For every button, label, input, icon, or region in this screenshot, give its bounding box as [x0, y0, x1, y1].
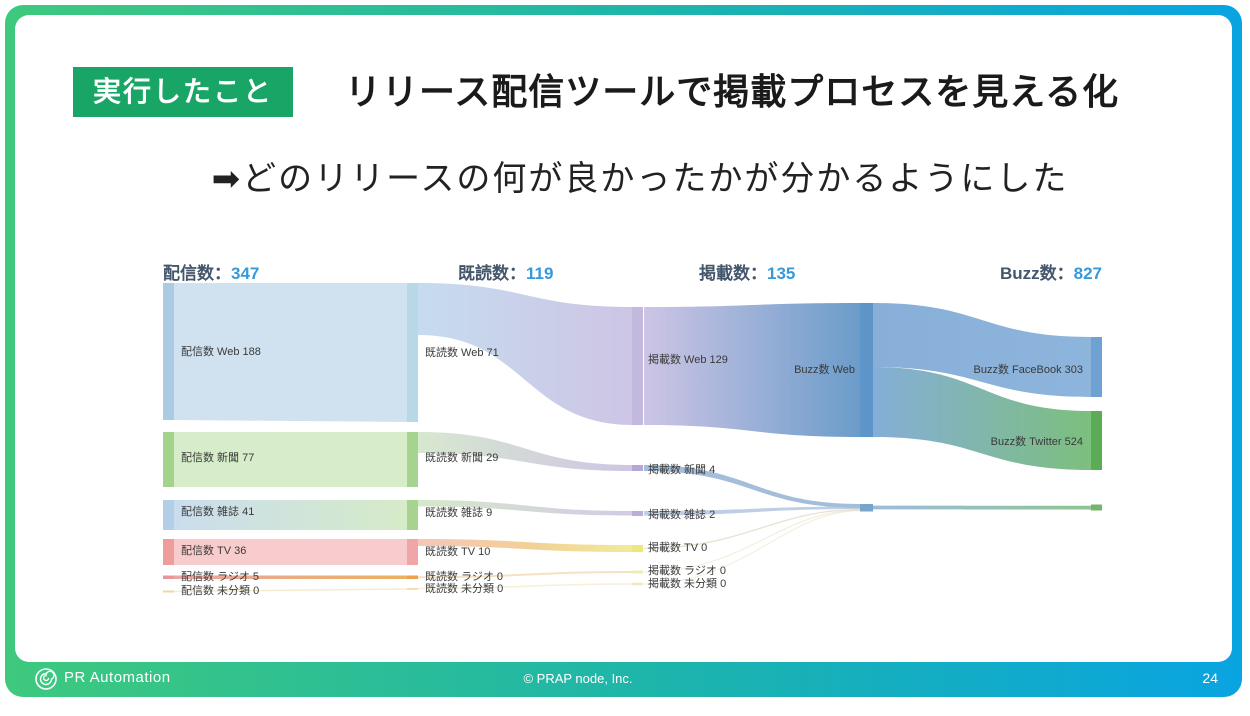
node-keisai-zasshi	[632, 511, 643, 516]
node-label-keisai-web: 掲載数 Web 129	[648, 354, 728, 366]
pr-automation-logo-icon	[35, 668, 57, 690]
node-label-haishin-zasshi: 配信数 雑誌 41	[181, 506, 255, 518]
flow-kidoku-web-to-keisai-web	[418, 283, 633, 425]
node-kidoku-misc	[407, 588, 418, 590]
flow-buzz-web-to-facebook	[873, 303, 1091, 397]
node-label-kidoku-web: 既読数 Web 71	[425, 347, 499, 359]
node-label-keisai-misc: 掲載数 未分類 0	[648, 578, 727, 590]
node-label-keisai-radio: 掲載数 ラジオ 0	[648, 565, 727, 577]
node-label-buzz-twitter: Buzz数 Twitter 524	[990, 436, 1083, 448]
flow-haishin-web-to-kidoku-web	[174, 283, 407, 422]
node-label-kidoku-radio: 既読数 ラジオ 0	[425, 571, 504, 583]
node-haishin-zasshi	[163, 500, 174, 530]
node-haishin-tv	[163, 539, 174, 565]
column-header-keisai: 掲載数：135	[699, 259, 795, 284]
node-label-buzz-web: Buzz数 Web	[794, 364, 855, 376]
node-label-buzz-facebook: Buzz数 FaceBook 303	[973, 364, 1083, 376]
node-keisai-radio	[632, 570, 643, 574]
flow-kidoku-shinbun-to-keisai-shinbun	[418, 432, 633, 471]
node-keisai-shinbun	[632, 465, 643, 471]
node-buzz-facebook	[1091, 337, 1102, 397]
node-keisai-web	[632, 307, 643, 425]
node-kidoku-radio	[407, 575, 418, 579]
flow-kidoku-tv-to-keisai-tv	[418, 539, 633, 552]
column-separator: ：	[750, 264, 767, 283]
column-header-buzz: Buzz数：827	[902, 259, 1102, 284]
node-kidoku-zasshi	[407, 500, 418, 530]
node-kidoku-shinbun	[407, 432, 418, 487]
flow-keisai-tv-to-buzz-other	[643, 508, 861, 550]
node-label-kidoku-misc: 既読数 未分類 0	[425, 583, 504, 595]
node-label-kidoku-shinbun: 既読数 新聞 29	[425, 452, 499, 464]
column-title: 既読数	[458, 264, 509, 283]
node-label-kidoku-zasshi: 既読数 雑誌 9	[425, 507, 493, 519]
flow-keisai-zasshi-to-buzz-other	[644, 506, 860, 516]
node-label-haishin-tv: 配信数 TV 36	[181, 545, 247, 557]
subtitle: ➡どのリリースの何が良かったかが分かるようにした	[211, 160, 1069, 198]
node-label-haishin-radio: 配信数 ラジオ 5	[181, 571, 260, 583]
node-buzz-other	[860, 504, 873, 512]
column-separator: ：	[509, 264, 526, 283]
column-total: 119	[526, 264, 554, 283]
column-title: 掲載数	[699, 264, 750, 283]
flow-haishin-zasshi-to-kidoku-zasshi	[174, 500, 407, 530]
page-number: 24	[1202, 670, 1218, 686]
node-label-haishin-shinbun: 配信数 新聞 77	[181, 452, 255, 464]
flow-buzz-other-to-right	[873, 505, 1091, 510]
node-label-keisai-tv: 掲載数 TV 0	[648, 542, 708, 554]
flow-haishin-misc-to-kidoku-misc-line	[173, 588, 408, 593]
flow-keisai-shinbun-to-buzz-other	[644, 465, 860, 508]
node-kidoku-tv	[407, 539, 418, 565]
flow-kidoku-zasshi-to-keisai-zasshi	[418, 500, 633, 516]
column-title: 配信数	[163, 264, 214, 283]
node-buzz-web	[860, 303, 873, 437]
slide-content: 実行したこと リリース配信ツールで掲載プロセスを見える化 ➡どのリリースの何が良…	[15, 15, 1232, 662]
section-badge: 実行したこと	[73, 67, 294, 117]
footer-brand: PR Automation	[64, 669, 171, 686]
flow-haishin-shinbun-to-kidoku-shinbun	[174, 432, 407, 487]
node-label-haishin-web: 配信数 Web 188	[181, 346, 261, 358]
column-total: 347	[231, 264, 260, 283]
node-keisai-tv	[632, 545, 643, 552]
node-label-kidoku-tv: 既読数 TV 10	[425, 546, 491, 558]
flow-haishin-tv-to-kidoku-tv	[174, 539, 407, 565]
node-label-keisai-zasshi: 掲載数 雑誌 2	[648, 509, 716, 521]
flow-keisai-web-to-buzz-web	[644, 303, 860, 437]
column-separator: ：	[214, 264, 231, 283]
flow-keisai-misc-to-buzz-other	[643, 510, 861, 585]
column-header-kidoku: 既読数：119	[458, 259, 553, 284]
column-total: 827	[1073, 264, 1102, 283]
flow-buzz-web-to-twitter	[873, 367, 1091, 470]
flow-kidoku-radio-to-keisai-radio	[417, 571, 634, 579]
column-separator: ：	[1056, 264, 1074, 283]
node-buzz-twitter	[1091, 411, 1102, 470]
flow-haishin-radio-to-kidoku-radio	[174, 575, 407, 579]
node-haishin-web	[163, 283, 174, 420]
sankey-chart: 配信数：347 既読数：119 掲載数：135 Buzz数：827 配信数 We…	[15, 15, 1250, 716]
column-total: 135	[767, 264, 796, 283]
column-header-haishin: 配信数：347	[163, 259, 259, 284]
node-haishin-misc	[163, 590, 174, 593]
node-label-haishin-misc: 配信数 未分類 0	[181, 585, 260, 597]
node-haishin-shinbun	[163, 432, 174, 487]
page-title: リリース配信ツールで掲載プロセスを見える化	[345, 71, 1120, 112]
flow-keisai-radio-to-buzz-other	[643, 509, 861, 573]
node-buzz-other-end	[1091, 504, 1102, 511]
sankey-flows	[163, 283, 1102, 593]
node-haishin-radio	[163, 575, 174, 579]
footer-copyright: © PRAP node, Inc.	[523, 671, 633, 686]
node-kidoku-web	[407, 283, 418, 422]
node-label-keisai-shinbun: 掲載数 新聞 4	[648, 464, 716, 476]
flow-kidoku-misc-to-keisai-misc	[417, 583, 634, 590]
column-title: Buzz数	[999, 264, 1057, 283]
node-keisai-misc	[632, 582, 643, 586]
